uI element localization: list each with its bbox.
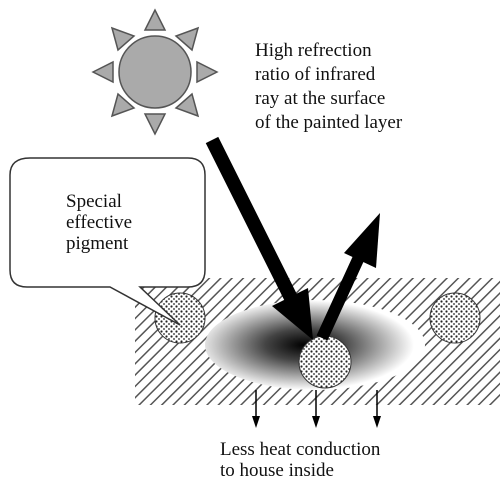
pigment bbox=[430, 293, 480, 343]
annotation-text: ratio of infrared bbox=[255, 64, 376, 85]
sun bbox=[93, 10, 217, 134]
callout-text: effective bbox=[66, 212, 132, 233]
footer-text: to house inside bbox=[220, 460, 334, 481]
annotation-text: of the painted layer bbox=[255, 112, 403, 133]
pigment bbox=[299, 336, 351, 388]
annotation-text: ray at the surface bbox=[255, 88, 385, 109]
callout-text: pigment bbox=[66, 233, 129, 254]
callout-text: Special bbox=[66, 191, 122, 212]
annotation-text: High refrection bbox=[255, 40, 372, 61]
footer-text: Less heat conduction bbox=[220, 439, 381, 460]
pigment bbox=[155, 293, 205, 343]
diagram: High refrection ratio of infrared ray at t… bbox=[0, 0, 500, 484]
